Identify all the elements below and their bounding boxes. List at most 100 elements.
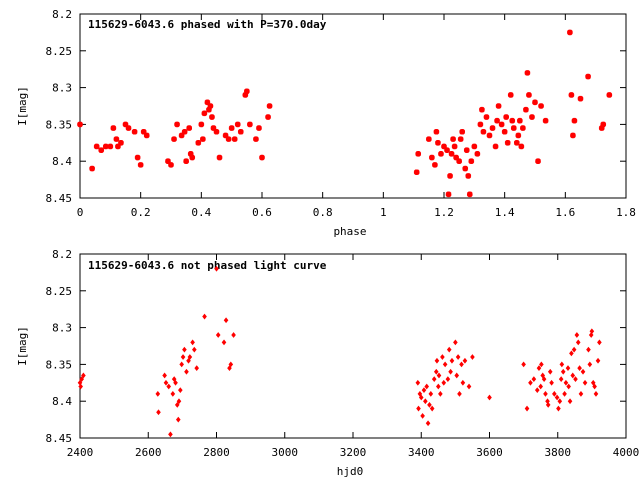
data-point xyxy=(453,339,458,346)
data-point xyxy=(547,368,553,375)
data-point xyxy=(466,191,473,198)
data-point xyxy=(221,339,227,346)
data-point xyxy=(137,162,144,168)
data-point xyxy=(592,383,597,390)
y-tick-label: 8.45 xyxy=(46,192,73,205)
data-point xyxy=(518,143,525,150)
data-point xyxy=(204,99,211,106)
data-point xyxy=(433,128,440,135)
data-point xyxy=(606,92,613,98)
data-points xyxy=(77,265,602,438)
data-point xyxy=(486,132,493,139)
data-point xyxy=(538,383,543,390)
data-point xyxy=(462,357,468,364)
data-point xyxy=(162,372,167,379)
data-point xyxy=(198,121,205,128)
data-point xyxy=(495,103,502,109)
data-point xyxy=(540,372,546,379)
y-tick-label: 8.25 xyxy=(46,45,73,58)
data-point xyxy=(206,106,212,113)
data-point xyxy=(176,398,182,405)
data-point xyxy=(566,383,571,390)
data-point xyxy=(223,317,229,324)
data-point xyxy=(183,158,189,165)
data-point xyxy=(175,416,181,423)
data-point xyxy=(459,361,464,368)
y-axis-label: I[mag] xyxy=(16,86,29,126)
x-tick-label: 2800 xyxy=(203,446,230,459)
data-point xyxy=(102,143,109,150)
data-point xyxy=(163,379,169,386)
data-point xyxy=(570,372,576,379)
data-point xyxy=(214,265,219,272)
x-tick-label: 3600 xyxy=(476,446,503,459)
data-point xyxy=(155,390,161,397)
data-point xyxy=(429,405,435,412)
data-point xyxy=(242,92,249,98)
data-point xyxy=(600,121,607,128)
data-point xyxy=(436,383,441,390)
data-point xyxy=(441,143,447,150)
data-point xyxy=(539,361,544,368)
data-point xyxy=(567,29,573,36)
data-point xyxy=(568,92,575,98)
data-point xyxy=(598,125,605,131)
data-point xyxy=(415,379,421,386)
y-tick-label: 8.35 xyxy=(46,118,73,131)
data-point xyxy=(577,95,584,102)
data-point xyxy=(503,114,509,120)
data-point xyxy=(227,365,232,371)
data-points xyxy=(77,29,613,198)
x-tick-label: 3000 xyxy=(272,446,299,459)
data-point xyxy=(456,158,462,165)
data-point xyxy=(501,128,508,135)
data-point xyxy=(445,376,451,383)
data-point xyxy=(425,420,431,427)
data-point xyxy=(520,125,526,131)
data-point xyxy=(202,313,207,320)
data-point xyxy=(543,390,548,397)
data-point xyxy=(189,154,196,161)
data-point xyxy=(498,121,505,128)
data-point xyxy=(209,114,215,120)
data-point xyxy=(538,103,544,109)
data-point xyxy=(515,132,522,139)
data-point xyxy=(143,132,150,139)
data-point xyxy=(449,357,455,364)
data-point xyxy=(446,346,452,353)
x-tick-label: 1 xyxy=(380,206,387,219)
data-point xyxy=(545,401,551,408)
y-tick-label: 8.25 xyxy=(46,285,73,298)
data-point xyxy=(134,154,141,161)
data-point xyxy=(256,125,262,131)
data-point xyxy=(524,405,530,412)
data-point xyxy=(432,162,438,168)
data-point xyxy=(186,357,191,364)
data-point xyxy=(259,154,265,161)
data-point xyxy=(140,128,147,135)
y-tick-label: 8.4 xyxy=(52,155,72,168)
data-point xyxy=(455,354,461,360)
y-tick-label: 8.35 xyxy=(46,358,73,371)
x-tick-label: 0 xyxy=(77,206,84,219)
data-point xyxy=(195,139,202,146)
data-point xyxy=(225,136,232,142)
data-point xyxy=(590,379,596,386)
data-point xyxy=(222,132,229,139)
data-point xyxy=(487,394,492,401)
data-point xyxy=(180,354,186,360)
chart-title: 115629-6043.6 not phased light curve xyxy=(88,259,327,272)
data-point xyxy=(463,147,470,153)
data-point xyxy=(207,103,214,109)
data-point xyxy=(580,368,586,375)
data-point xyxy=(445,191,452,198)
data-point xyxy=(440,354,445,360)
data-point xyxy=(448,151,455,157)
data-point xyxy=(165,158,171,165)
data-point xyxy=(416,405,421,412)
data-point xyxy=(552,390,557,397)
data-point xyxy=(228,125,235,131)
data-point xyxy=(247,121,253,128)
data-point xyxy=(542,117,549,124)
x-tick-label: 1.6 xyxy=(555,206,575,219)
